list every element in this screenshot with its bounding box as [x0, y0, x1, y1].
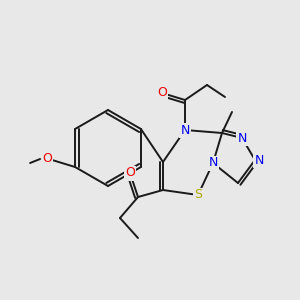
Text: O: O — [42, 152, 52, 166]
Text: S: S — [194, 188, 202, 202]
Text: O: O — [157, 86, 167, 100]
Text: N: N — [237, 131, 247, 145]
Text: O: O — [42, 152, 52, 166]
Text: N: N — [180, 124, 190, 136]
Text: N: N — [208, 157, 218, 169]
Text: N: N — [254, 154, 264, 166]
Text: O: O — [125, 167, 135, 179]
